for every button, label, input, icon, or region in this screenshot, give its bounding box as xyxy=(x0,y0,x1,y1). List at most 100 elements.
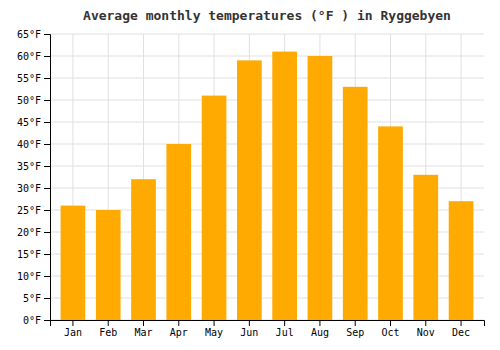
x-tick-mark xyxy=(284,320,285,326)
y-tick: 30°F xyxy=(17,183,50,194)
y-tick-label: 30°F xyxy=(17,183,41,194)
y-tick-mark xyxy=(44,144,50,145)
bar xyxy=(449,201,474,320)
y-tick-label: 15°F xyxy=(17,249,41,260)
y-tick: 20°F xyxy=(17,227,50,238)
y-axis: 0°F 5°F 10°F 15°F 20°F 25°F 30°F 35°F 40°F 45°F 50… xyxy=(17,29,51,326)
x-tick-label: Feb xyxy=(99,327,117,338)
y-tick-label: 25°F xyxy=(17,205,41,216)
grid-line-y xyxy=(50,34,484,35)
x-tick-label: Jan xyxy=(64,327,82,338)
x-tick: Sep xyxy=(346,320,364,338)
y-tick: 5°F xyxy=(23,293,50,304)
x-tick-mark xyxy=(143,320,144,326)
bar xyxy=(413,175,438,320)
y-tick-mark xyxy=(44,320,50,321)
title: Average monthly temperatures (°F ) in Ry… xyxy=(83,8,451,23)
y-tick-mark xyxy=(44,188,50,189)
grid-line-y xyxy=(50,122,484,123)
x-tick-mark xyxy=(461,320,462,326)
bar xyxy=(378,126,403,320)
y-tick-mark xyxy=(44,232,50,233)
y-tick-mark xyxy=(44,122,50,123)
y-tick: 35°F xyxy=(17,161,50,172)
y-tick-label: 40°F xyxy=(17,139,41,150)
bar xyxy=(61,206,86,320)
x-axis: Jan Feb Mar Apr May Jun Jul Aug Sep Oct Nov Dec xyxy=(51,320,485,338)
x-tick: Aug xyxy=(311,320,329,338)
y-tick-label: 35°F xyxy=(17,161,41,172)
x-tick-label: Jul xyxy=(276,327,294,338)
grid-line-y xyxy=(50,100,484,101)
x-tick-label: Nov xyxy=(417,327,435,338)
y-tick-label: 0°F xyxy=(23,315,41,326)
x-tick: Jun xyxy=(240,320,258,338)
grid-line-y xyxy=(50,166,484,167)
bar xyxy=(308,56,333,320)
x-tick-mark xyxy=(72,320,73,326)
chart: 0°F 5°F 10°F 15°F 20°F 25°F 30°F 35°F 40°F 45°F 50… xyxy=(0,0,500,350)
y-tick-mark xyxy=(44,276,50,277)
y-tick: 40°F xyxy=(17,139,50,150)
grid xyxy=(50,34,484,320)
y-tick: 15°F xyxy=(17,249,50,260)
x-tick-label: Apr xyxy=(170,327,188,338)
x-tick: Oct xyxy=(381,320,399,338)
x-tick-mark xyxy=(319,320,320,326)
x-tick: Nov xyxy=(417,320,435,338)
bar xyxy=(202,96,227,320)
x-tick-mark xyxy=(425,320,426,326)
y-tick-mark xyxy=(44,34,50,35)
y-tick: 25°F xyxy=(17,205,50,216)
bars xyxy=(61,52,474,320)
y-tick-label: 10°F xyxy=(17,271,41,282)
y-tick-label: 50°F xyxy=(17,95,41,106)
x-tick-mark xyxy=(108,320,109,326)
x-tick: Apr xyxy=(170,320,188,338)
x-tick-label: Oct xyxy=(381,327,399,338)
x-tick-mark xyxy=(214,320,215,326)
x-tick-mark xyxy=(249,320,250,326)
y-axis-line xyxy=(44,35,51,321)
y-tick: 50°F xyxy=(17,95,50,106)
x-tick-label: Mar xyxy=(134,327,152,338)
y-tick-mark xyxy=(44,56,50,57)
grid-line-y xyxy=(50,56,484,57)
bar xyxy=(237,60,262,320)
y-tick-label: 20°F xyxy=(17,227,41,238)
bar xyxy=(166,144,191,320)
bar xyxy=(96,210,121,320)
bar xyxy=(131,179,156,320)
x-tick: Dec xyxy=(452,320,470,338)
y-tick-mark xyxy=(44,78,50,79)
grid-line-y xyxy=(50,144,484,145)
y-tick-mark xyxy=(44,100,50,101)
x-tick-label: May xyxy=(205,327,223,338)
x-tick: Jan xyxy=(64,320,82,338)
y-tick-label: 55°F xyxy=(17,73,41,84)
y-tick: 0°F xyxy=(23,315,50,326)
x-tick: Jul xyxy=(276,320,294,338)
x-tick: Feb xyxy=(99,320,117,338)
x-tick-label: Aug xyxy=(311,327,329,338)
y-tick: 10°F xyxy=(17,271,50,282)
bar xyxy=(343,87,368,320)
y-tick-label: 60°F xyxy=(17,51,41,62)
y-tick-label: 45°F xyxy=(17,117,41,128)
y-tick: 65°F xyxy=(17,29,50,40)
x-tick-mark xyxy=(178,320,179,326)
x-axis-line xyxy=(51,321,485,327)
y-tick: 45°F xyxy=(17,117,50,128)
y-tick-mark xyxy=(44,298,50,299)
y-tick: 60°F xyxy=(17,51,50,62)
y-tick-label: 65°F xyxy=(17,29,41,40)
x-tick-label: Jun xyxy=(240,327,258,338)
y-tick-mark xyxy=(44,254,50,255)
y-tick-mark xyxy=(44,166,50,167)
x-tick: Mar xyxy=(134,320,152,338)
grid-line-y xyxy=(50,78,484,79)
x-tick-mark xyxy=(355,320,356,326)
bar xyxy=(272,52,297,320)
x-tick-label: Dec xyxy=(452,327,470,338)
y-tick: 55°F xyxy=(17,73,50,84)
